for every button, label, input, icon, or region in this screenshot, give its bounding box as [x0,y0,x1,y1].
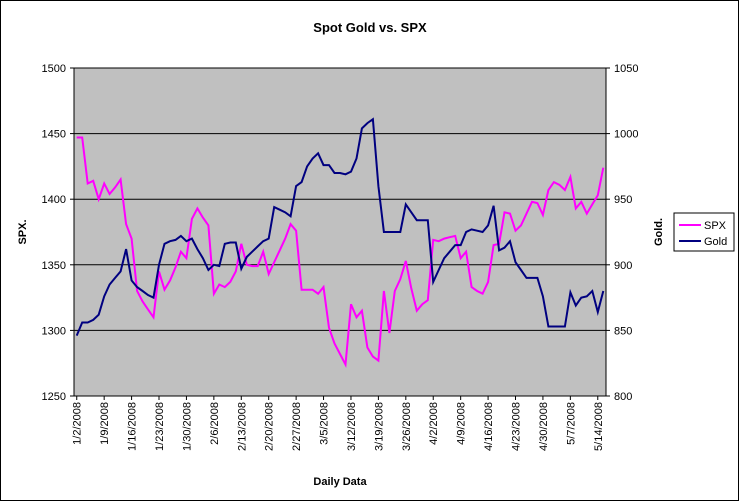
y2-tick-label: 850 [614,325,632,337]
x-tick-label: 3/19/2008 [373,402,385,451]
x-tick-label: 1/9/2008 [99,402,111,445]
x-tick-label: 2/6/2008 [209,402,221,445]
y2-tick-label: 950 [614,194,632,206]
x-tick-label: 5/14/2008 [593,402,605,451]
x-tick-label: 3/26/2008 [401,402,413,451]
y-tick-label: 1500 [42,63,66,75]
y2-tick-label: 1000 [614,129,638,141]
legend-box [673,212,735,252]
legend-label: SPX [704,220,727,232]
x-tick-label: 1/2/2008 [72,402,84,445]
y-tick-label: 1350 [42,260,66,272]
y-tick-label: 1250 [42,391,66,403]
x-tick-label: 3/12/2008 [346,402,358,451]
x-tick-label: 2/13/2008 [236,402,248,451]
x-tick-label: 4/2/2008 [428,402,440,445]
x-axis-title: Daily Data [313,476,367,488]
x-tick-label: 2/20/2008 [264,402,276,451]
plot-area [73,67,607,397]
y2-tick-label: 1050 [614,63,638,75]
series-line [76,136,605,368]
y-tick-label: 1400 [42,194,66,206]
x-tick-label: 4/23/2008 [511,402,523,451]
chart-title: Spot Gold vs. SPX [313,20,427,35]
x-tick-label: 5/7/2008 [565,402,577,445]
y-tick-label: 1450 [42,129,66,141]
y-axis-title: SPX. [17,219,29,244]
y-tick-label: 1300 [42,325,66,337]
x-tick-label: 4/16/2008 [483,402,495,451]
x-tick-label: 1/30/2008 [181,402,193,451]
x-tick-label: 2/27/2008 [291,402,303,451]
x-tick-label: 4/30/2008 [538,402,550,451]
x-tick-label: 4/9/2008 [456,402,468,445]
legend-label: Gold [704,236,727,248]
x-tick-label: 1/23/2008 [154,402,166,451]
y2-axis-title: Gold. [653,218,665,246]
x-tick-label: 3/5/2008 [319,402,331,445]
series-line [75,117,605,336]
y2-tick-label: 900 [614,260,632,272]
y2-tick-label: 800 [614,391,632,403]
x-tick-label: 1/16/2008 [127,402,139,451]
